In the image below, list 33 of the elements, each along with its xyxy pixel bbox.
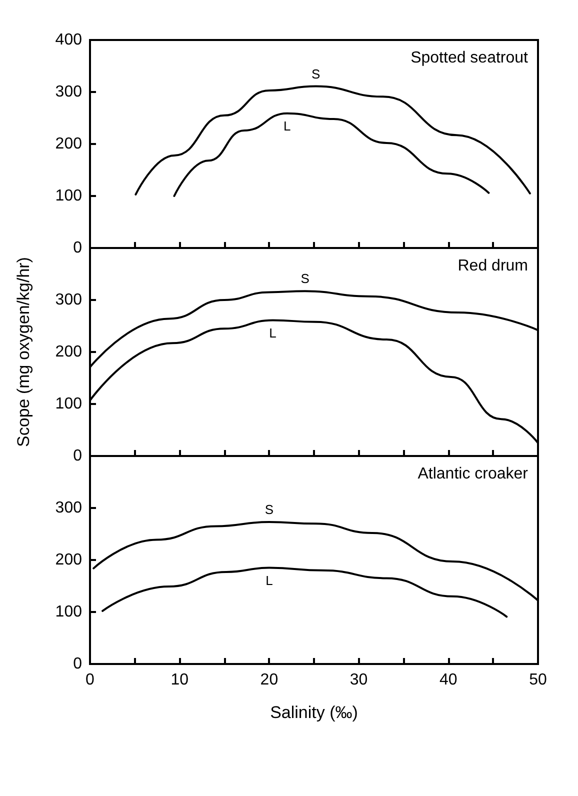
y-tick-label: 300 xyxy=(55,84,82,100)
y-tick-label: 100 xyxy=(55,604,82,620)
x-tick-label: 30 xyxy=(350,672,368,688)
x-tick-label: 50 xyxy=(529,672,547,688)
y-tick-label: 0 xyxy=(73,240,82,256)
x-tick-label: 20 xyxy=(260,672,278,688)
x-tick-label: 10 xyxy=(170,672,189,688)
x-tick-label: 40 xyxy=(440,672,458,688)
y-tick-label: 100 xyxy=(55,396,82,412)
series-label: L xyxy=(266,572,273,588)
y-tick-label: 200 xyxy=(55,344,82,360)
annotation: Spotted seatrout xyxy=(410,50,529,66)
series-label: S xyxy=(311,66,320,82)
line-series xyxy=(173,112,490,197)
series-label: L xyxy=(284,118,291,134)
y-tick-label: 0 xyxy=(73,448,82,464)
line-series xyxy=(134,85,531,196)
series-label: S xyxy=(300,271,310,286)
series-label: L xyxy=(269,325,276,340)
y-tick-label: 0 xyxy=(73,656,82,672)
y-tick-label: 200 xyxy=(55,136,82,152)
x-axis-title: Salinity (‰) xyxy=(270,703,358,722)
annotation: Red drum xyxy=(458,258,528,274)
annotation: Atlantic croaker xyxy=(418,466,529,482)
y-tick-label: 100 xyxy=(55,188,82,204)
y-tick-label: 300 xyxy=(55,500,82,516)
series-label: S xyxy=(264,502,274,518)
y-tick-label: 400 xyxy=(55,32,82,48)
y-tick-label: 200 xyxy=(55,552,82,568)
line-series xyxy=(102,566,508,618)
x-tick-label: 0 xyxy=(86,672,95,688)
y-axis-title: Scope (mg oxygen/kg/hr) xyxy=(14,257,33,447)
y-tick-label: 300 xyxy=(55,292,82,308)
